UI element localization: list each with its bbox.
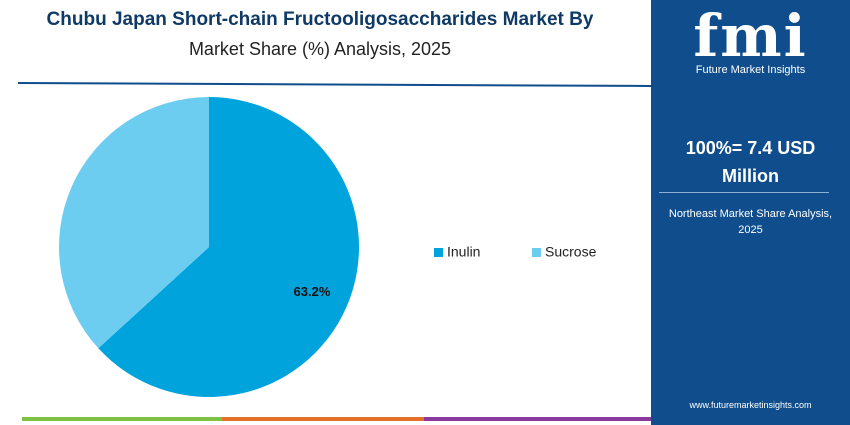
title-rule (17, 82, 651, 87)
footer-bar (22, 417, 222, 421)
chart-subtitle: Market Share (%) Analysis, 2025 (189, 39, 451, 59)
legend-swatch (532, 248, 541, 257)
logo: fmi (693, 2, 808, 70)
website: www.futuremarketinsights.com (689, 400, 812, 410)
legend-label: Sucrose (545, 244, 597, 260)
footer-bar (222, 417, 424, 421)
market-total: 100%= 7.4 USD Million (685, 138, 816, 186)
legend-label: Inulin (447, 244, 480, 260)
footer-bar (424, 417, 651, 421)
chart-title: Chubu Japan Short-chain Fructooligosacch… (47, 9, 594, 30)
logo-subtitle: Future Market Insights (695, 64, 806, 76)
data-label: 63.2% (294, 284, 331, 299)
pie-slice (98, 97, 360, 398)
side-panel: fmi Future Market Insights 100%= 7.4 USD… (651, 0, 850, 425)
separator (659, 192, 829, 193)
panel-note: Northeast Market Share Analysis, 2025 (668, 208, 833, 236)
chart: Chubu Japan Short-chain Fructooligosacch… (17, 9, 651, 421)
legend-swatch (434, 248, 443, 257)
pie-slice (59, 97, 209, 349)
